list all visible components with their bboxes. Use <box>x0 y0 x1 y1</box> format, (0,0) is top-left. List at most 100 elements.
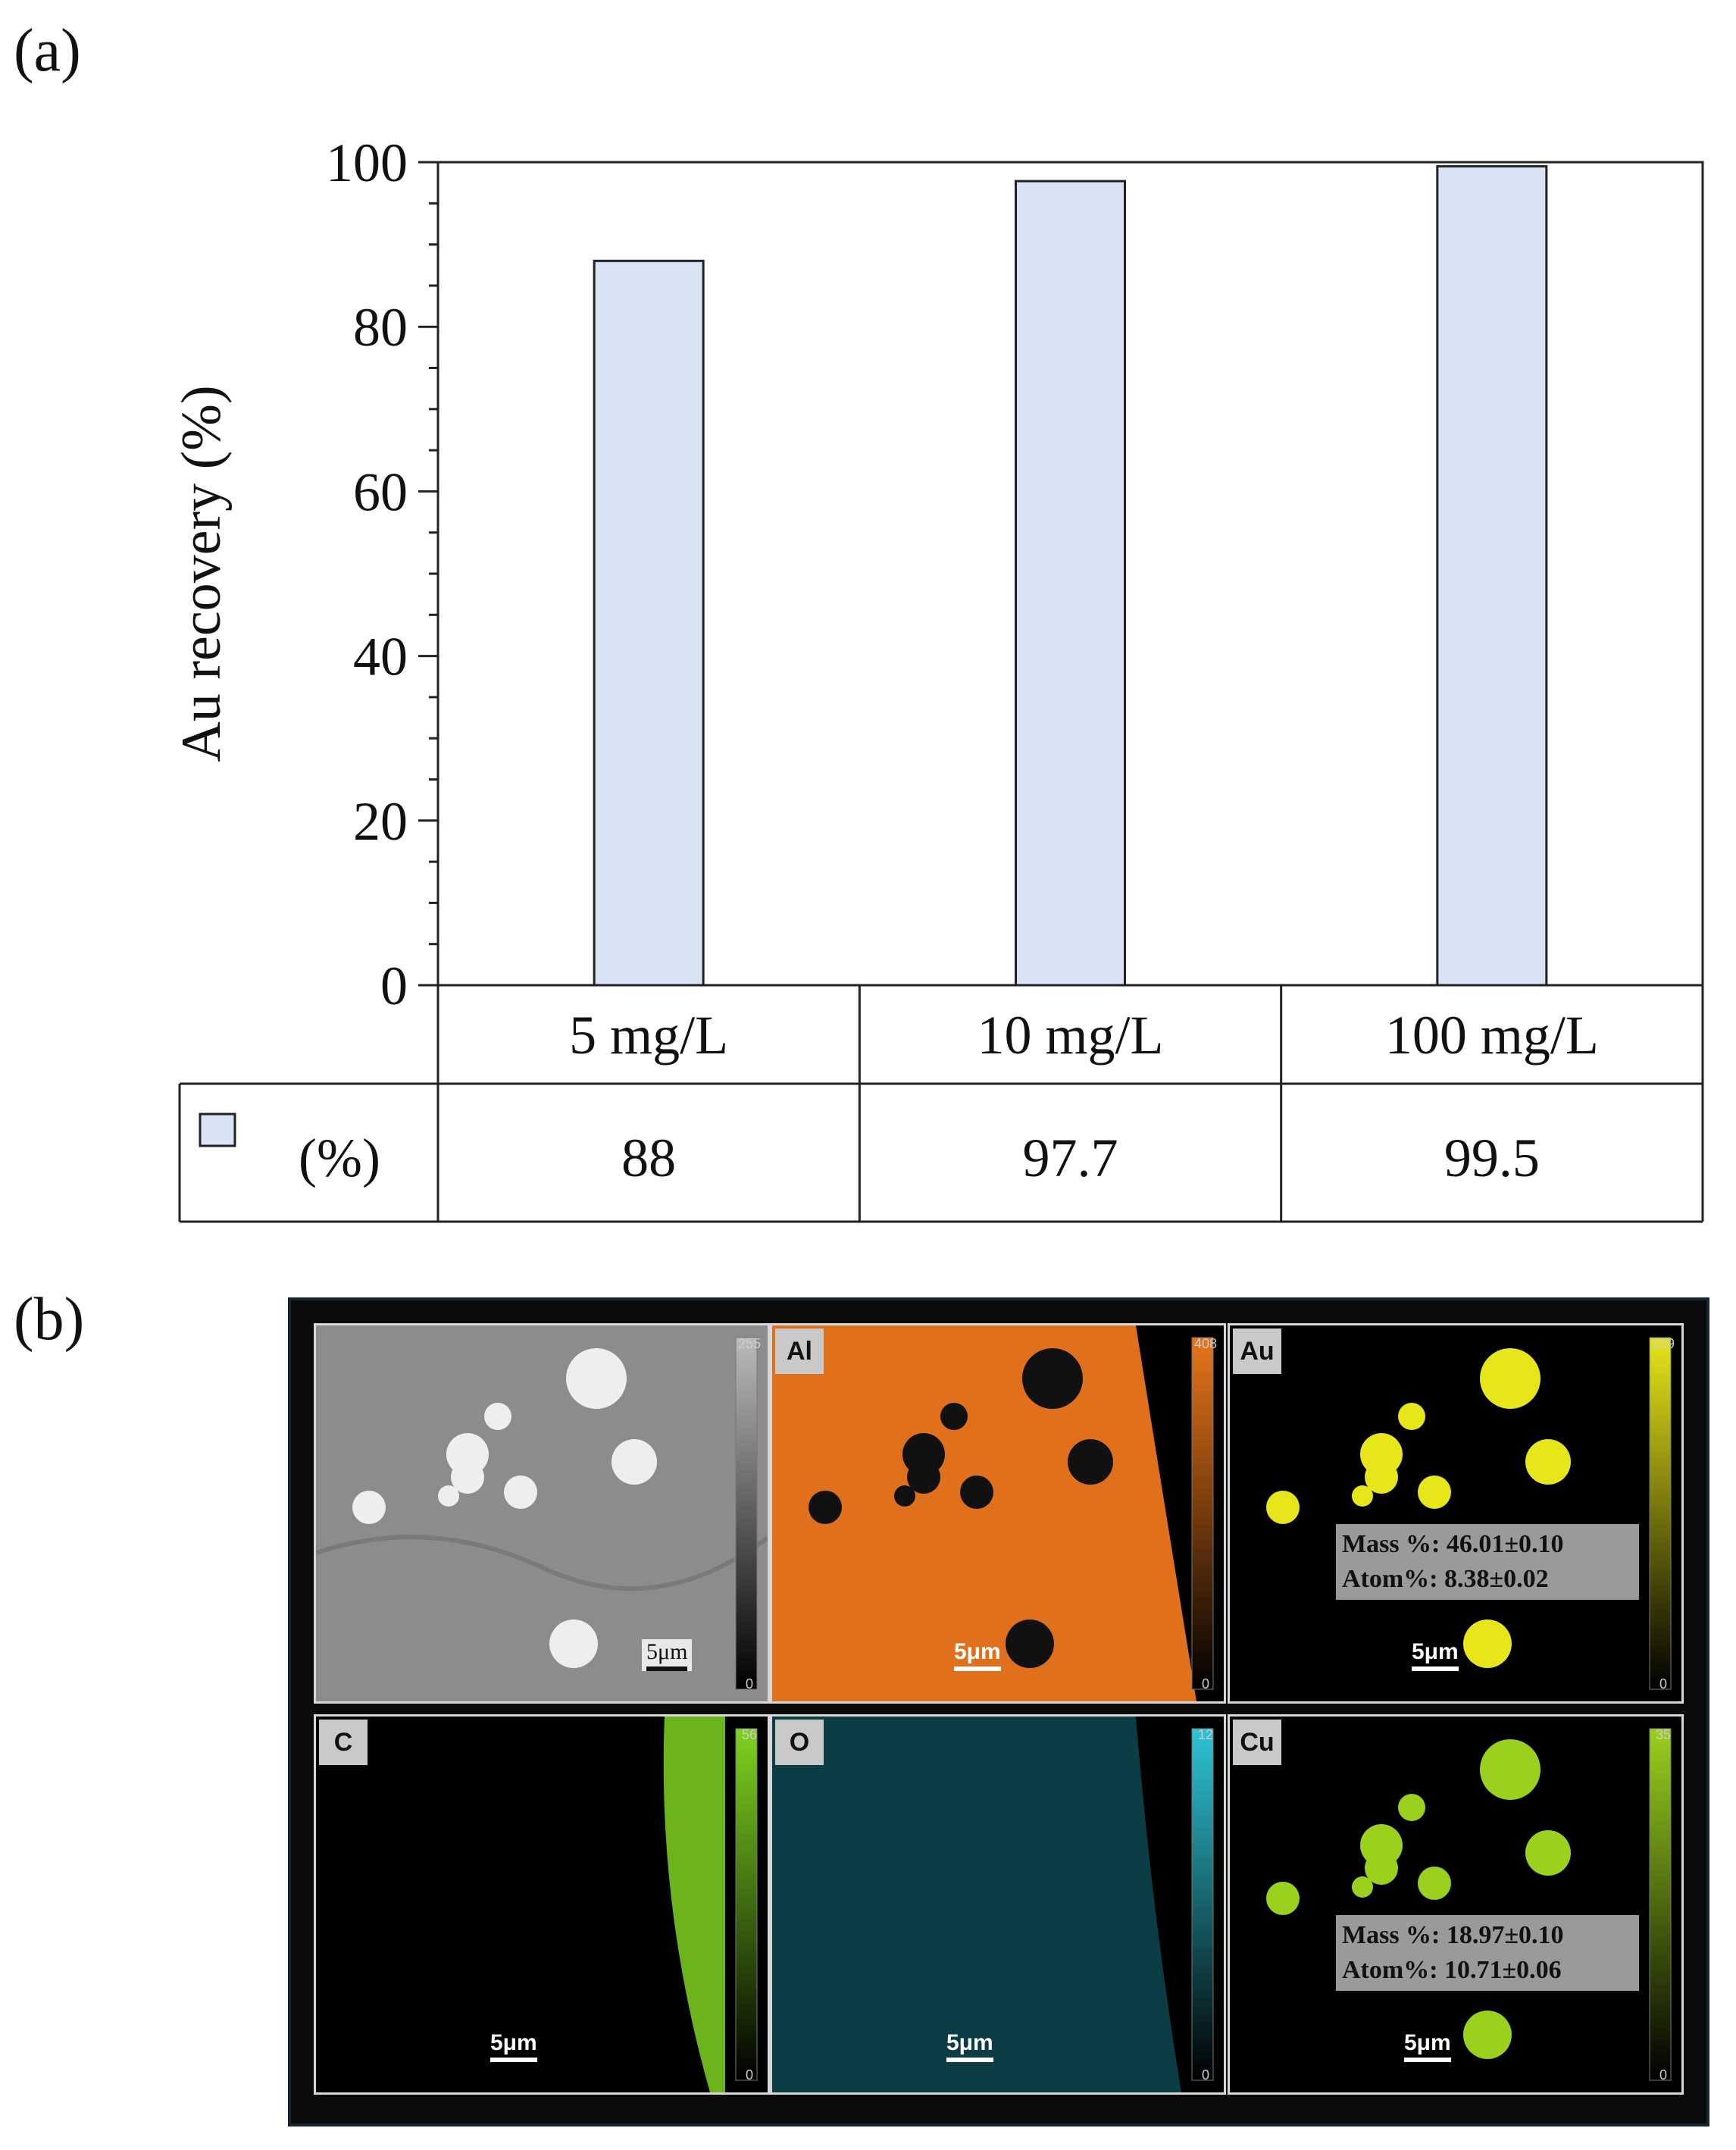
intensity-colorbar <box>1649 1728 1672 2081</box>
scale-bar-line <box>646 1666 688 1671</box>
map-background <box>1230 1325 1681 1701</box>
scale-bar: 5μm <box>954 1639 1001 1671</box>
sem-particle <box>438 1485 459 1507</box>
atom-percent: Atom%: 10.71±0.06 <box>1342 1956 1562 1984</box>
panel-a-label: (a) <box>14 17 81 84</box>
composition-stats: Mass %: 18.97±0.10 Atom%: 10.71±0.06 <box>1336 1915 1639 1991</box>
scale-bar-line <box>1404 2058 1451 2062</box>
legend-key <box>199 1113 236 1147</box>
scale-bar-line <box>954 1666 1001 1671</box>
colorbar-min-label: 0 <box>1659 2067 1667 2083</box>
element-particle <box>1352 1485 1373 1507</box>
element-particle <box>1398 1794 1425 1821</box>
element-particle <box>1525 1830 1571 1876</box>
scale-bar-label: 5μm <box>954 1639 1001 1664</box>
element-particle <box>1398 1403 1425 1430</box>
colorbar-max-label: 255 <box>737 1336 762 1351</box>
intensity-colorbar <box>1649 1337 1672 1690</box>
scale-bar-line <box>1412 1666 1459 1671</box>
scale-bar-line <box>946 2058 993 2062</box>
element-particle <box>1266 1882 1300 1915</box>
colorbar-min-label: 0 <box>1201 2067 1209 2083</box>
sem-background <box>316 1325 768 1701</box>
o-map-tile: O 12 0 5μm <box>770 1714 1226 2095</box>
element-particle <box>1463 1620 1512 1668</box>
al-map-tile: Al 408 0 5μm <box>770 1323 1226 1704</box>
scale-bar: 5μm <box>642 1639 693 1671</box>
scale-bar: 5μm <box>1412 1639 1459 1671</box>
map-background <box>1230 1717 1681 2092</box>
scale-bar-line <box>490 2058 537 2062</box>
map-image <box>316 1717 768 2092</box>
eds-mapping-grid: 255 0 5μm Al 408 0 5μm Au 109 0 5μm Mass %: 46.01±0… <box>288 1297 1709 2127</box>
y-tick-label: 100 <box>326 133 408 193</box>
bar-3 <box>1436 164 1548 987</box>
scale-bar-label: 5μm <box>646 1639 688 1664</box>
scale-bar-label: 5μm <box>1404 2030 1451 2055</box>
element-particle <box>1418 1867 1451 1900</box>
al-particle-shadow <box>960 1476 993 1509</box>
element-tag: C <box>319 1720 368 1765</box>
element-particle <box>1480 1348 1541 1409</box>
colorbar-min-label: 0 <box>1201 1676 1209 1692</box>
y-axis-label: Au recovery (%) <box>170 385 233 762</box>
intensity-colorbar <box>735 1337 758 1690</box>
element-particle <box>1352 1876 1373 1898</box>
panel-b-label: (b) <box>14 1286 85 1353</box>
al-particle-shadow <box>894 1485 915 1507</box>
al-particle-shadow <box>1022 1348 1083 1409</box>
x-category-label: 10 mg/L <box>977 1005 1164 1066</box>
colorbar-max-label: 12 <box>1197 1727 1214 1742</box>
element-particle <box>1365 1851 1398 1885</box>
colorbar-max-label: 35 <box>1655 1727 1672 1742</box>
y-tick-label: 40 <box>353 627 408 687</box>
al-particle-shadow <box>940 1403 968 1430</box>
data-table-value: 97.7 <box>1023 1128 1118 1188</box>
bar-1 <box>593 259 705 987</box>
element-tag: Al <box>775 1328 824 1374</box>
colorbar-max-label: 109 <box>1651 1336 1675 1351</box>
composition-stats: Mass %: 46.01±0.10 Atom%: 8.38±0.02 <box>1336 1524 1639 1600</box>
sem-particle <box>566 1348 627 1409</box>
au-map-tile: Au 109 0 5μm Mass %: 46.01±0.10 Atom%: 8.38±0… <box>1228 1323 1684 1704</box>
scale-bar: 5μm <box>490 2030 537 2062</box>
data-table-value: 99.5 <box>1444 1128 1540 1188</box>
y-tick-label: 0 <box>380 956 408 1016</box>
intensity-colorbar <box>735 1728 758 2081</box>
intensity-colorbar <box>1191 1728 1214 2081</box>
x-category-label: 100 mg/L <box>1385 1005 1599 1066</box>
intensity-colorbar <box>1191 1337 1214 1690</box>
c-signal <box>663 1717 725 2092</box>
sem-particle <box>504 1476 537 1509</box>
scale-bar-label: 5μm <box>1412 1639 1459 1664</box>
mass-percent: Mass %: 18.97±0.10 <box>1342 1921 1564 1949</box>
map-image <box>1230 1325 1681 1701</box>
al-particle-shadow <box>1068 1439 1113 1485</box>
element-particle <box>1266 1491 1300 1524</box>
sem-particle <box>484 1403 511 1430</box>
map-image <box>316 1325 768 1701</box>
colorbar-min-label: 0 <box>745 2067 753 2083</box>
element-tag: O <box>775 1720 824 1765</box>
colorbar-min-label: 0 <box>745 1676 753 1692</box>
y-tick-label: 20 <box>353 791 408 852</box>
colorbar-min-label: 0 <box>1659 1676 1667 1692</box>
sem-particle <box>352 1491 386 1524</box>
map-image <box>1230 1717 1681 2092</box>
data-table-value: 88 <box>621 1128 676 1188</box>
sem-image-tile: 255 0 5μm <box>314 1323 770 1704</box>
atom-percent: Atom%: 8.38±0.02 <box>1342 1565 1549 1593</box>
scale-bar-label: 5μm <box>946 2030 993 2055</box>
al-particle-shadow <box>907 1460 940 1494</box>
c-map-tile: C 56 0 5μm <box>314 1714 770 2095</box>
x-category-label: 5 mg/L <box>569 1005 728 1066</box>
element-particle <box>1525 1439 1571 1485</box>
y-tick-label: 60 <box>353 462 408 522</box>
sem-particle <box>612 1439 657 1485</box>
bar-2 <box>1015 180 1126 987</box>
mass-percent: Mass %: 46.01±0.10 <box>1342 1530 1564 1558</box>
cu-map-tile: Cu 35 0 5μm Mass %: 18.97±0.10 Atom%: 10.71±0… <box>1228 1714 1684 2095</box>
al-particle-shadow <box>1006 1620 1054 1668</box>
element-particle <box>1365 1460 1398 1494</box>
element-tag: Cu <box>1233 1720 1281 1765</box>
